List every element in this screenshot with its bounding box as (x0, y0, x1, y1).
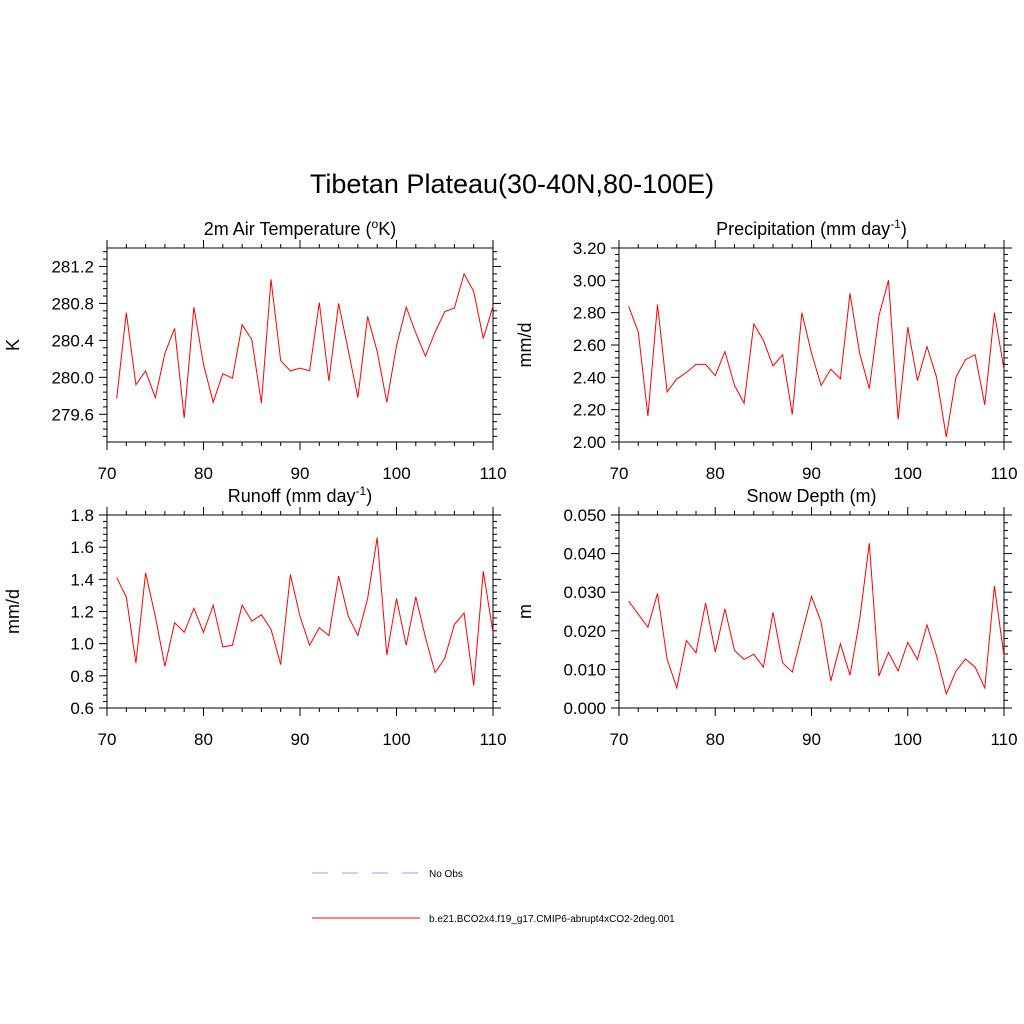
x-tick-label: 80 (194, 730, 213, 749)
y-tick-label: 280.8 (51, 294, 94, 313)
x-tick-label: 100 (382, 464, 410, 483)
y-tick-label: 2.40 (573, 368, 606, 387)
legend-model-label: b.e21.BCO2x4.f19_g17.CMIP6-abrupt4xCO2-2… (429, 914, 675, 925)
y-tick-label: 0.030 (563, 583, 606, 602)
x-tick-label: 110 (990, 730, 1017, 749)
y-axis-label: mm/d (3, 589, 23, 634)
panel-2: Runoff (mm day-1) mm/d 70 80 90 100 110 0.6 0.8 1… (3, 484, 507, 749)
x-tick-label: 80 (706, 730, 725, 749)
x-tick-label: 80 (706, 464, 725, 483)
plot-frame (106, 247, 494, 443)
panel-title: Snow Depth (m) (746, 486, 876, 506)
panel-title: Precipitation (mm day-1) (716, 217, 907, 239)
x-tick-label: 90 (802, 464, 821, 483)
x-tick-label: 100 (894, 464, 922, 483)
y-tick-label: 0.020 (563, 622, 606, 641)
y-tick-label: 281.2 (51, 257, 94, 276)
y-tick-label: 280.4 (51, 331, 94, 350)
y-tick-label: 0.6 (70, 699, 94, 718)
x-tick-label: 110 (479, 464, 506, 483)
y-tick-label: 3.00 (573, 271, 606, 290)
x-tick-label: 80 (194, 464, 213, 483)
y-axis-label: K (3, 339, 23, 351)
y-tick-label: 1.2 (70, 603, 94, 622)
main-title: Tibetan Plateau(30-40N,80-100E) (310, 169, 714, 199)
y-tick-label: 0.010 (563, 660, 606, 679)
x-tick-label: 100 (382, 730, 410, 749)
y-axis-label: mm/d (515, 323, 535, 368)
y-tick-label: 2.20 (573, 401, 606, 420)
x-tick-label: 90 (291, 464, 310, 483)
y-tick-label: 0.8 (70, 667, 94, 686)
series-line (116, 537, 494, 686)
y-tick-label: 2.00 (573, 433, 606, 452)
plot-frame (618, 514, 1005, 709)
x-tick-label: 70 (98, 464, 117, 483)
x-tick-label: 110 (479, 730, 506, 749)
y-tick-label: 1.6 (70, 538, 94, 557)
legend: No Obs b.e21.BCO2x4.f19_g17.CMIP6-abrupt… (312, 869, 675, 925)
y-tick-label: 1.8 (70, 506, 94, 525)
panel-0: 2m Air Temperature (oK) K 70 80 90 100 110 279.… (3, 217, 507, 483)
y-tick-label: 3.20 (573, 239, 606, 258)
y-tick-label: 2.80 (573, 304, 606, 323)
x-tick-label: 110 (990, 464, 1017, 483)
plot-frame (618, 247, 1005, 443)
panel-1: Precipitation (mm day-1) mm/d 70 80 90 100 110… (515, 217, 1018, 483)
y-tick-label: 1.4 (70, 570, 94, 589)
x-tick-label: 90 (802, 730, 821, 749)
y-tick-label: 280.0 (51, 368, 94, 387)
x-tick-label: 70 (610, 730, 629, 749)
y-axis-label: m (515, 604, 535, 619)
series-line (628, 543, 1005, 696)
y-tick-label: 0.050 (563, 506, 606, 525)
y-tick-label: 279.6 (51, 405, 94, 424)
x-tick-label: 90 (291, 730, 310, 749)
series-line (628, 280, 1005, 438)
x-tick-label: 70 (610, 464, 629, 483)
x-tick-label: 70 (98, 730, 117, 749)
y-tick-label: 1.0 (70, 635, 94, 654)
series-line (116, 272, 494, 419)
panels: 2m Air Temperature (oK) K 70 80 90 100 110 279.… (3, 217, 1018, 749)
y-tick-label: 2.60 (573, 336, 606, 355)
x-tick-label: 100 (894, 730, 922, 749)
plot-frame (106, 514, 494, 709)
panel-title: 2m Air Temperature (oK) (204, 217, 396, 239)
panel-3: Snow Depth (m) m 70 80 90 100 110 0.000 0.010 0.0… (515, 486, 1018, 749)
y-tick-label: 0.040 (563, 545, 606, 564)
panel-title: Runoff (mm day-1) (228, 484, 372, 506)
legend-obs-label: No Obs (429, 869, 463, 880)
y-tick-label: 0.000 (563, 699, 606, 718)
